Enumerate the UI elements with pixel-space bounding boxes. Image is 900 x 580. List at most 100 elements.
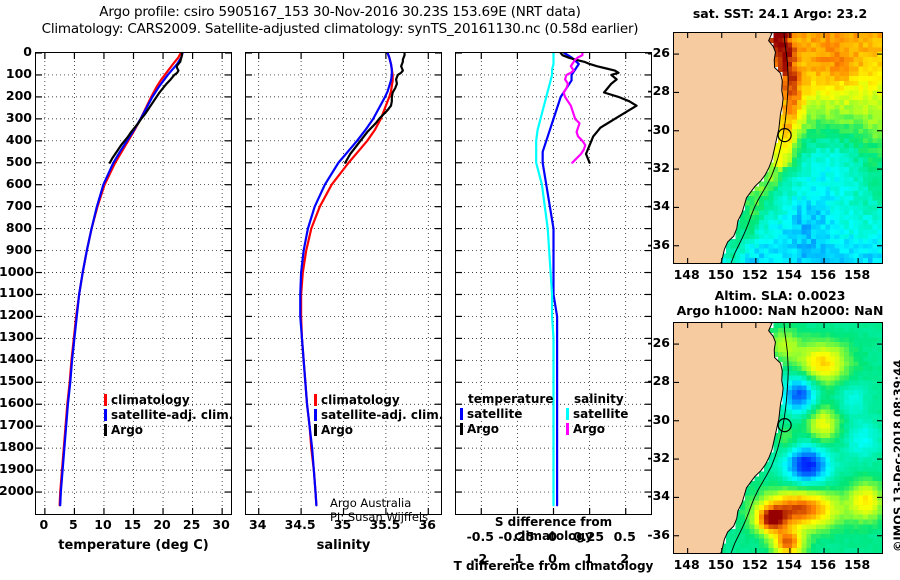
axis-tick-label: 1600 bbox=[0, 395, 34, 411]
axis-tick-label: 36 bbox=[418, 517, 436, 532]
legend-label: satellite bbox=[467, 406, 523, 421]
legend-label: climatology bbox=[321, 392, 400, 407]
salinity-legend: climatology satellite-adj. clim. Argo bbox=[314, 392, 443, 437]
difference-legend: temperature satellite Argo salinity sate… bbox=[460, 391, 650, 436]
axis-tick-label: 1200 bbox=[0, 307, 34, 323]
axis-tick-label: -0.5 bbox=[466, 529, 494, 544]
salinity-profile-panel[interactable] bbox=[245, 52, 442, 515]
axis-tick-label: 148 bbox=[673, 267, 700, 282]
axis-tick-label: 150 bbox=[707, 267, 734, 282]
sla-map-title-line-2: Argo h1000: NaN h2000: NaN bbox=[676, 303, 884, 318]
axis-tick-label: 156 bbox=[809, 557, 837, 572]
axis-tick-label: 800 bbox=[5, 219, 32, 235]
legend-swatch-satellite-adj bbox=[314, 408, 317, 421]
axis-tick-label: 35 bbox=[333, 517, 352, 532]
legend-heading-temperature: temperature bbox=[460, 391, 554, 406]
sla-map bbox=[674, 323, 882, 553]
axis-tick-label: 1900 bbox=[0, 461, 34, 477]
attribution-pi: PI: Susan Wijffels bbox=[330, 510, 429, 524]
axis-tick-label: -36 bbox=[647, 236, 670, 252]
axis-tick-label: 1100 bbox=[0, 285, 34, 301]
axis-tick-label: 158 bbox=[844, 267, 871, 282]
axis-tick-label: 1300 bbox=[0, 329, 34, 345]
temperature-profile-chart bbox=[36, 53, 231, 514]
temperature-profile-panel[interactable] bbox=[35, 52, 232, 515]
temperature-x-axis-label: temperature (deg C) bbox=[58, 538, 209, 553]
legend-swatch-sal-argo bbox=[566, 422, 569, 435]
legend-item: satellite bbox=[460, 406, 552, 421]
legend-swatch-temp-argo bbox=[460, 422, 463, 435]
attribution-org: Argo Australia bbox=[330, 496, 412, 510]
legend-label: Argo bbox=[467, 421, 500, 436]
axis-tick-label: 34 bbox=[249, 517, 267, 532]
difference-profile-chart bbox=[456, 53, 651, 514]
salinity-x-axis-label: salinity bbox=[316, 538, 371, 553]
axis-tick-label: 5 bbox=[69, 517, 78, 532]
axis-tick-label: 25 bbox=[182, 517, 201, 532]
temperature-legend: climatology satellite-adj. clim. Argo bbox=[104, 392, 233, 437]
legend-item: climatology bbox=[104, 392, 233, 407]
legend-label: satellite-adj. clim. bbox=[321, 407, 444, 422]
axis-tick-label: 1700 bbox=[0, 417, 34, 433]
sst-map bbox=[674, 33, 882, 263]
axis-tick-label: 150 bbox=[707, 557, 734, 572]
axis-tick-label: 200 bbox=[5, 87, 32, 103]
legend-swatch-climatology bbox=[314, 393, 317, 406]
axis-tick-label: -32 bbox=[647, 450, 670, 466]
title-line-1: Argo profile: csiro 5905167_153 30-Nov-2… bbox=[99, 4, 581, 20]
axis-tick-label: -0.25 bbox=[498, 529, 535, 544]
axis-tick-label: 100 bbox=[5, 65, 32, 81]
axis-tick-label: 2000 bbox=[0, 483, 34, 499]
difference-profile-panel[interactable] bbox=[455, 52, 652, 515]
legend-label: satellite bbox=[573, 406, 629, 421]
legend-item: Argo bbox=[104, 422, 233, 437]
axis-tick-label: 152 bbox=[741, 267, 768, 282]
axis-tick-label: 1500 bbox=[0, 373, 34, 389]
legend-label: Argo bbox=[573, 421, 606, 436]
axis-tick-label: -1 bbox=[509, 551, 524, 566]
axis-tick-label: -26 bbox=[647, 335, 670, 351]
axis-tick-label: 158 bbox=[844, 557, 871, 572]
legend-item: climatology bbox=[314, 392, 443, 407]
axis-tick-label: 35.5 bbox=[369, 517, 401, 532]
axis-tick-label: 500 bbox=[5, 153, 32, 169]
axis-tick-label: 0 bbox=[39, 517, 49, 532]
axis-tick-label: 300 bbox=[5, 109, 32, 125]
axis-tick-label: -34 bbox=[647, 198, 670, 214]
axis-tick-label: 30 bbox=[212, 517, 230, 532]
axis-tick-label: 10 bbox=[94, 517, 112, 532]
legend-item: satellite-adj. clim. bbox=[104, 407, 233, 422]
legend-heading-label: temperature bbox=[468, 391, 554, 406]
legend-item: Argo bbox=[552, 421, 648, 436]
axis-tick-label: 15 bbox=[123, 517, 142, 532]
axis-tick-label: 0 bbox=[548, 551, 557, 566]
sla-map-panel[interactable] bbox=[673, 322, 883, 554]
axis-tick-label: 700 bbox=[5, 197, 32, 213]
axis-tick-label: 0 bbox=[23, 44, 32, 59]
page-title: Argo profile: csiro 5905167_153 30-Nov-2… bbox=[0, 4, 680, 38]
axis-tick-label: 600 bbox=[5, 175, 32, 191]
legend-heading-salinity: salinity bbox=[552, 391, 648, 406]
legend-swatch-sal-satellite bbox=[566, 407, 569, 420]
axis-tick-label: -32 bbox=[647, 160, 670, 176]
axis-tick-label: 154 bbox=[775, 557, 802, 572]
axis-tick-label: 156 bbox=[809, 267, 837, 282]
sla-map-title-line-1: Altim. SLA: 0.0023 bbox=[714, 288, 846, 303]
axis-tick-label: 0.25 bbox=[573, 529, 605, 544]
axis-tick-label: -36 bbox=[647, 526, 670, 542]
legend-item: satellite-adj. clim. bbox=[314, 407, 443, 422]
axis-tick-label: 148 bbox=[673, 557, 700, 572]
sst-map-panel[interactable] bbox=[673, 32, 883, 264]
sst-map-title: sat. SST: 24.1 Argo: 23.2 bbox=[692, 6, 868, 21]
argo-attribution: Argo Australia PI: Susan Wijffels bbox=[330, 496, 428, 524]
legend-heading-label: salinity bbox=[574, 391, 624, 406]
axis-tick-label: -30 bbox=[647, 121, 670, 137]
axis-tick-label: 1800 bbox=[0, 439, 34, 455]
axis-tick-label: 0.5 bbox=[613, 529, 636, 544]
axis-tick-label: -28 bbox=[647, 83, 670, 99]
axis-tick-label: 400 bbox=[5, 131, 32, 147]
legend-label: Argo bbox=[111, 422, 144, 437]
difference-salinity-axis-label: S difference from climatology bbox=[494, 515, 613, 543]
axis-tick-label: -2 bbox=[473, 551, 488, 566]
axis-tick-label: -34 bbox=[647, 488, 670, 504]
